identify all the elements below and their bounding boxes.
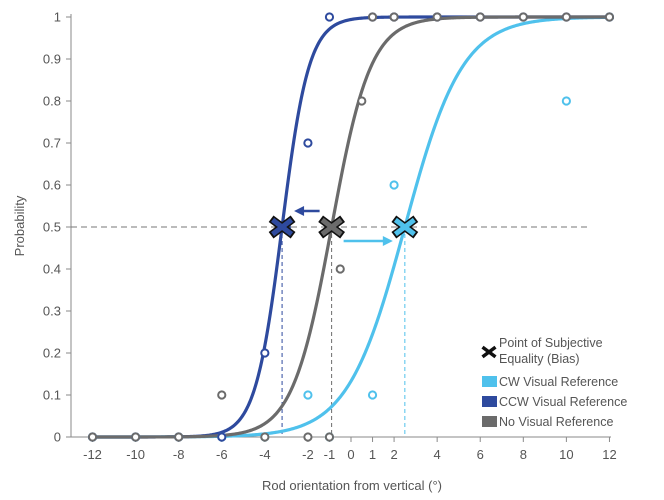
data-point xyxy=(432,12,442,22)
data-point xyxy=(217,432,227,442)
x-tick-label: 1 xyxy=(369,447,376,462)
data-point xyxy=(357,96,367,106)
pse-marker xyxy=(393,217,416,237)
y-axis-label: Probability xyxy=(12,195,27,256)
x-tick-label: 10 xyxy=(559,447,573,462)
y-tick-label: 0.7 xyxy=(43,136,61,151)
legend-label: No Visual Reference xyxy=(499,415,613,429)
data-point xyxy=(389,12,399,22)
x-tick-label: 8 xyxy=(520,447,527,462)
y-tick-label: 0.5 xyxy=(43,220,61,235)
legend-label: CCW Visual Reference xyxy=(499,395,627,409)
legend-swatch xyxy=(482,376,497,387)
data-point xyxy=(518,12,528,22)
data-point xyxy=(335,264,345,274)
legend-label-pse: Point of Subjective xyxy=(499,336,603,350)
data-point xyxy=(324,12,335,22)
x-tick-label: -1 xyxy=(324,447,336,462)
data-point xyxy=(604,12,615,22)
pse-markers xyxy=(268,206,419,246)
data-point xyxy=(131,432,141,442)
legend: Point of Subjective Equality (Bias) CW Vis… xyxy=(481,336,627,429)
x-tick-label: 6 xyxy=(477,447,484,462)
data-point xyxy=(303,138,313,148)
x-tick-label: -8 xyxy=(173,447,185,462)
data-point xyxy=(217,390,227,400)
x-tick-label: -6 xyxy=(216,447,228,462)
pse-marker xyxy=(271,217,294,237)
x-tick-label: 2 xyxy=(390,447,397,462)
data-point xyxy=(260,348,270,358)
y-tick-label: 1 xyxy=(54,10,61,25)
data-point xyxy=(303,432,313,442)
data-point xyxy=(475,12,485,22)
y-tick-label: 0.9 xyxy=(43,52,61,67)
x-tick-label: 4 xyxy=(434,447,441,462)
data-point xyxy=(260,432,270,442)
y-tick-label: 0.6 xyxy=(43,178,61,193)
y-tick-label: 0.8 xyxy=(43,94,61,109)
x-tick-label: -12 xyxy=(83,447,102,462)
data-point xyxy=(367,12,378,22)
data-point xyxy=(561,96,571,106)
legend-label: CW Visual Reference xyxy=(499,375,618,389)
data-point xyxy=(389,180,399,190)
y-tick-label: 0.4 xyxy=(43,262,61,277)
legend-swatch xyxy=(482,416,497,427)
y-tick-label: 0.1 xyxy=(43,388,61,403)
data-point xyxy=(87,432,98,442)
legend-pse-icon xyxy=(481,345,497,359)
x-tick-label: -4 xyxy=(259,447,271,462)
y-tick-label: 0.3 xyxy=(43,304,61,319)
x-axis-label: Rod orientation from vertical (°) xyxy=(262,478,442,493)
data-point xyxy=(303,390,313,400)
shift-arrow-head xyxy=(382,236,393,246)
pse-marker xyxy=(320,217,343,237)
axes: 00.10.20.30.40.50.60.70.80.91-12 -10 -8 -6-… xyxy=(43,10,617,463)
y-tick-label: 0 xyxy=(54,430,61,445)
legend-label-pse: Equality (Bias) xyxy=(499,352,580,366)
legend-swatch xyxy=(482,396,497,407)
data-point xyxy=(561,12,571,22)
shift-arrow-head xyxy=(294,206,305,216)
x-tick-label: 12 xyxy=(602,447,616,462)
data-point xyxy=(367,390,378,400)
data-point xyxy=(174,432,184,442)
data-point xyxy=(324,432,335,442)
x-tick-label: -10 xyxy=(126,447,145,462)
x-tick-label: -2 xyxy=(302,447,314,462)
data-points xyxy=(87,12,615,442)
x-tick-label: 0 xyxy=(347,447,354,462)
y-tick-label: 0.2 xyxy=(43,346,61,361)
